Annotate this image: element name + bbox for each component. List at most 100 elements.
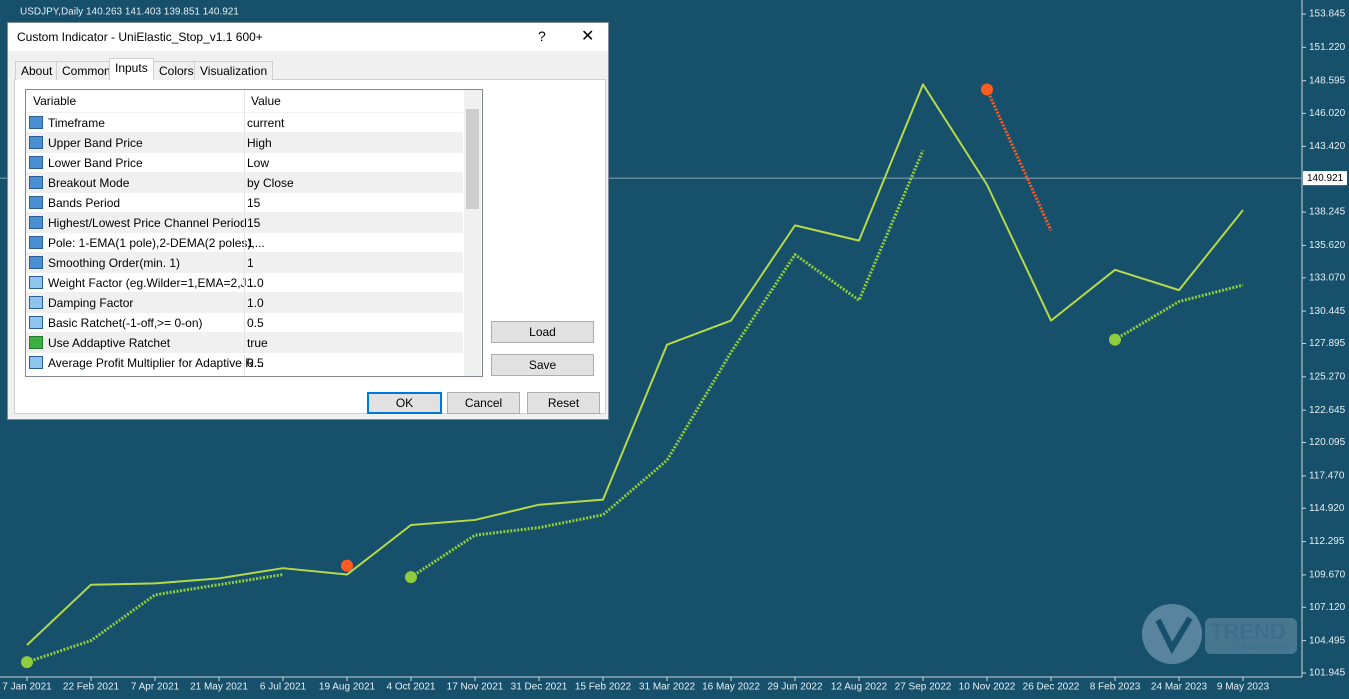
x-tick-label: 6 Jul 2021 xyxy=(260,682,307,693)
dialog-button[interactable]: Reset xyxy=(527,392,600,414)
type-icon xyxy=(29,136,43,149)
x-tick-label: 9 May 2023 xyxy=(1217,682,1270,693)
type-icon xyxy=(29,116,43,129)
x-tick-label: 27 Sep 2022 xyxy=(895,682,952,693)
type-icon xyxy=(29,216,43,229)
variable-value[interactable]: 1.0 xyxy=(247,276,264,290)
variable-value[interactable]: by Close xyxy=(247,176,294,190)
type-icon xyxy=(29,156,43,169)
indicator-dialog: Custom Indicator - UniElastic_Stop_v1.1 … xyxy=(7,22,609,420)
x-tick-label: 31 Mar 2022 xyxy=(639,682,696,693)
variable-name: Lower Band Price xyxy=(48,156,143,170)
variable-name: Basic Ratchet(-1-off,>= 0-on) xyxy=(48,316,203,330)
y-tick-label: 125.270 xyxy=(1309,371,1346,382)
y-tick-label: 101.945 xyxy=(1309,668,1346,679)
side-button[interactable]: Load xyxy=(491,321,594,343)
stop-start-dot xyxy=(981,83,993,96)
variable-value[interactable]: 0.5 xyxy=(247,316,264,330)
y-tick-label: 151.220 xyxy=(1309,42,1346,53)
variable-value[interactable]: 15 xyxy=(247,216,261,230)
y-tick-label: 143.420 xyxy=(1309,141,1346,152)
x-tick-label: 8 Feb 2023 xyxy=(1090,682,1141,693)
x-tick-label: 7 Jan 2021 xyxy=(2,682,52,693)
y-tick-label: 146.020 xyxy=(1309,108,1346,119)
variable-value[interactable]: High xyxy=(247,136,272,150)
scrollbar-thumb[interactable] xyxy=(466,109,479,209)
y-tick-label: 114.920 xyxy=(1309,503,1345,514)
stop-start-dot xyxy=(1109,333,1121,346)
logo-glyph xyxy=(1155,616,1193,655)
x-tick-label: 4 Oct 2021 xyxy=(387,682,436,693)
tab[interactable]: Colors xyxy=(153,61,200,80)
price-line xyxy=(26,83,1244,646)
stop-start-dot xyxy=(341,559,353,572)
dialog-button[interactable]: Cancel xyxy=(447,392,520,414)
y-tick-label: 104.495 xyxy=(1309,635,1346,646)
close-button[interactable]: ✕ xyxy=(581,28,595,45)
stop-line xyxy=(985,88,1053,232)
inputs-table: Variable Value Timeframe current Upper Ban… xyxy=(25,89,483,377)
side-button[interactable]: Save xyxy=(491,354,594,376)
variable-name: Use Addaptive Ratchet xyxy=(48,336,171,350)
y-tick-label: 127.895 xyxy=(1309,338,1346,349)
help-button[interactable]: ? xyxy=(538,28,546,44)
stop-line xyxy=(26,149,1244,664)
variable-value[interactable]: current xyxy=(247,116,285,130)
type-icon xyxy=(29,196,43,209)
type-icon xyxy=(29,356,43,369)
variable-name: Breakout Mode xyxy=(48,176,130,190)
variable-name: Timeframe xyxy=(48,116,105,130)
type-icon xyxy=(29,316,43,329)
tab[interactable]: Inputs xyxy=(109,58,154,80)
dialog-button[interactable]: OK xyxy=(367,392,442,414)
variable-name: Upper Band Price xyxy=(48,136,143,150)
tab[interactable]: Visualization xyxy=(194,61,274,80)
logo-subtitle: LABORATORY xyxy=(1238,644,1287,651)
variable-value[interactable]: Low xyxy=(247,156,270,170)
variable-value[interactable]: true xyxy=(247,336,268,350)
y-tick-label: 148.595 xyxy=(1309,75,1346,86)
variable-value[interactable]: 0.5 xyxy=(247,356,264,370)
title-bar: Custom Indicator - UniElastic_Stop_v1.1 … xyxy=(8,23,608,51)
type-icon xyxy=(29,336,43,349)
x-tick-label: 29 Jun 2022 xyxy=(767,682,822,693)
x-tick-label: 22 Feb 2021 xyxy=(63,682,120,693)
current-price-box xyxy=(1303,171,1347,186)
y-tick-label: 120.095 xyxy=(1309,437,1346,448)
tab[interactable]: Common xyxy=(56,61,117,80)
type-icon xyxy=(29,276,43,289)
variable-name: Bands Period xyxy=(48,196,121,210)
y-tick-label: 109.670 xyxy=(1309,570,1346,581)
y-tick-label: 153.845 xyxy=(1309,9,1346,20)
stop-start-dot xyxy=(21,656,33,669)
variable-name: Average Profit Multiplier for Adaptive R… xyxy=(48,356,264,370)
x-tick-label: 16 May 2022 xyxy=(702,682,760,693)
x-tick-label: 17 Nov 2021 xyxy=(447,682,504,693)
x-tick-label: 24 Mar 2023 xyxy=(1151,682,1208,693)
variable-value[interactable]: 15 xyxy=(247,196,261,210)
current-price-label: 140.921 xyxy=(1307,173,1344,184)
y-tick-label: 135.620 xyxy=(1309,240,1346,251)
y-tick-label: 117.470 xyxy=(1309,471,1345,482)
variable-value[interactable]: 1.0 xyxy=(247,296,264,310)
variable-value[interactable]: 1 xyxy=(247,256,254,270)
logo: TREND LABORATORY xyxy=(1142,604,1297,664)
tab[interactable]: About xyxy=(15,61,59,80)
x-tick-label: 12 Aug 2022 xyxy=(831,682,888,693)
logo-title: TREND xyxy=(1210,619,1286,644)
y-tick-label: 122.645 xyxy=(1309,405,1346,416)
variable-name: Weight Factor (eg.Wilder=1,EMA=2,J... xyxy=(48,276,257,290)
x-tick-label: 26 Dec 2022 xyxy=(1023,682,1080,693)
type-icon xyxy=(29,176,43,189)
type-icon xyxy=(29,236,43,249)
y-tick-label: 130.445 xyxy=(1309,306,1346,317)
column-header[interactable]: Value xyxy=(251,94,281,108)
y-tick-label: 133.070 xyxy=(1309,272,1346,283)
chart-header: USDJPY,Daily 140.263 141.403 139.851 140… xyxy=(20,7,239,18)
type-icon xyxy=(29,256,43,269)
column-header[interactable]: Variable xyxy=(33,94,77,108)
x-tick-label: 15 Feb 2022 xyxy=(575,682,632,693)
logo-badge xyxy=(1142,604,1202,664)
variable-value[interactable]: 1 xyxy=(247,236,254,250)
